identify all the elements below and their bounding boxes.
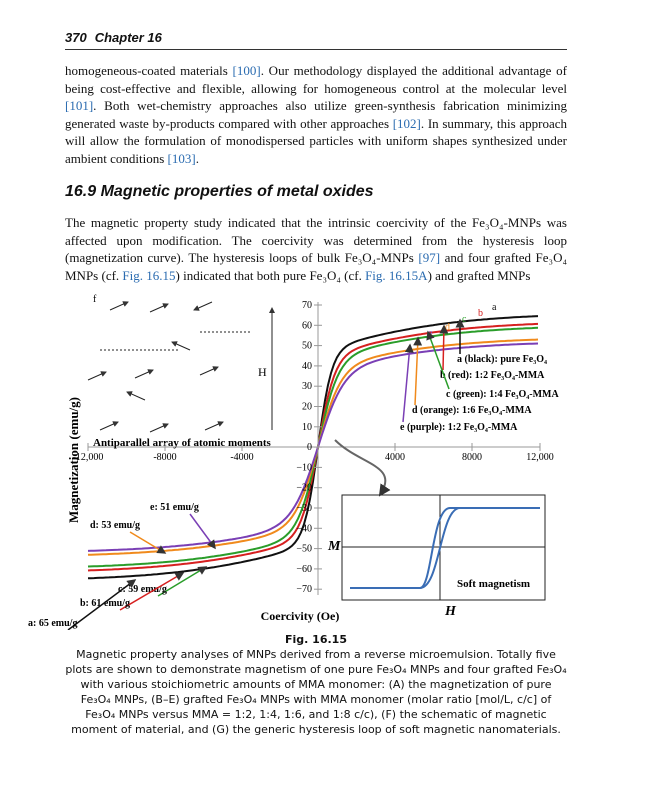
caption-label: Fig. 16.15 [285, 633, 347, 646]
figure-link[interactable]: Fig. 16.15A [365, 267, 428, 283]
chapter: Chapter 16 [94, 30, 162, 45]
y-tick-label: 40 [302, 361, 312, 372]
moment-arrows [87, 301, 250, 433]
text: homogeneous-coated materials [65, 63, 233, 78]
text: . In summary, this approach will allow t… [65, 115, 567, 166]
header-rule [65, 49, 567, 50]
citation[interactable]: [100] [232, 63, 261, 78]
y-tick-label: −30 [296, 503, 312, 514]
citation[interactable]: [101] [65, 98, 94, 113]
figure-link[interactable]: Fig. 16.15 [122, 267, 176, 283]
y-tick-label: 70 [302, 300, 312, 311]
y-tick-label: −70 [296, 584, 312, 595]
text: The magnetic property study indicated th… [65, 215, 567, 265]
y-tick-label: 0 [307, 442, 312, 453]
legend-pointer [439, 324, 449, 371]
y-tick-label: 10 [302, 422, 312, 433]
y-tick-label: −40 [296, 523, 312, 534]
inset: M H Soft magnetism [327, 494, 546, 619]
hysteresis-curve [87, 322, 539, 572]
field-label: H [258, 365, 267, 379]
saturation-pointer [189, 513, 216, 550]
x-tick-label: -8000 [153, 452, 176, 463]
saturation-label: b: 61 emu/g [80, 598, 130, 609]
curve-letter: c [462, 314, 467, 325]
y-axis-label: Magnetization (emu/g) [66, 397, 81, 523]
x-tick-label: 8000 [462, 452, 482, 463]
legend-entry: b (red): 1:2 Fe₃O₄-MMA [440, 370, 545, 381]
y-tick-label: −60 [296, 564, 312, 575]
y-tick-label: 20 [302, 402, 312, 413]
hysteresis-curve [87, 326, 539, 568]
y-tick-label: −20 [296, 483, 312, 494]
section-heading: 16.9 Magnetic properties of metal oxides [65, 183, 374, 200]
y-tick-label: −50 [296, 544, 312, 555]
legend-entry: a (black): pure Fe₃O₄ [457, 354, 547, 365]
saturation-pointer [129, 531, 167, 554]
saturation-pointer [67, 579, 137, 630]
running-header: 370 Chapter 16 [65, 30, 170, 45]
curve-letter: d [445, 322, 450, 333]
text: ) and grafted MNPs [427, 267, 531, 283]
inset-x-label: H [444, 604, 457, 619]
legend-entry: d (orange): 1:6 Fe₃O₄-MMA [412, 405, 532, 416]
x-tick-label: 12,000 [526, 452, 554, 463]
legend-pointer [426, 330, 450, 390]
moments-label: Antiparallel array of atomic moments [93, 437, 272, 449]
x-axis-label: Coercivity (Oe) [261, 609, 340, 623]
saturation-label: e: 51 emu/g [150, 502, 199, 513]
figure: Magnetization (emu/g) Coercivity (Oe) f … [28, 294, 559, 630]
saturation-pointer [157, 566, 208, 597]
paragraph: homogeneous-coated materials [100]. Our … [65, 62, 567, 167]
legend-entry: e (purple): 1:2 Fe₃O₄-MMA [400, 422, 518, 433]
inset-title: Soft magnetism [457, 578, 530, 590]
legend-pointer [402, 343, 414, 423]
text: ) indicated that both pure Fe₃O₄ (cf. [175, 267, 366, 283]
y-tick-label: 30 [302, 381, 312, 392]
citation[interactable]: [97] [418, 250, 441, 265]
inset-y-label: M [327, 539, 341, 554]
saturation-label: a: 65 emu/g [28, 618, 77, 629]
callout-arrow [334, 439, 391, 497]
text: . [195, 150, 199, 166]
legend-pointer [413, 336, 423, 406]
text: and four grafted Fe₃O₄ MNPs (cf. [65, 250, 567, 283]
saturation-label: c: 59 emu/g [118, 584, 167, 595]
text: . Our methodology displayed the addition… [65, 63, 567, 96]
page-number: 370 [65, 30, 87, 45]
citation[interactable]: [102] [392, 115, 421, 131]
y-tick-label: −10 [296, 462, 312, 473]
citation[interactable]: [103] [167, 150, 196, 166]
caption-text: Magnetic property analyses of MNPs deriv… [65, 648, 567, 736]
y-tick-label: 60 [302, 320, 312, 331]
y-tick-label: 50 [302, 341, 312, 352]
legend-entry: c (green): 1:4 Fe₃O₄-MMA [446, 389, 559, 400]
x-tick-label: 4000 [385, 452, 405, 463]
x-tick-label: -12,000 [73, 452, 104, 463]
curve-letter: a [492, 302, 497, 313]
paragraph: The magnetic property study indicated th… [65, 214, 567, 284]
panel-label: f [93, 294, 97, 305]
text: . Both wet-chemistry approaches also uti… [65, 98, 567, 131]
caption: Fig. 16.15 Magnetic property analyses of … [65, 632, 567, 737]
x-tick-label: -4000 [230, 452, 253, 463]
curve-letter: b [478, 308, 483, 319]
saturation-pointer [119, 572, 185, 611]
saturation-label: d: 53 emu/g [90, 520, 140, 531]
